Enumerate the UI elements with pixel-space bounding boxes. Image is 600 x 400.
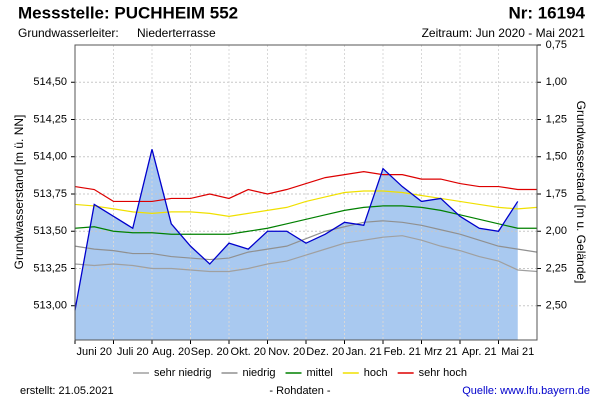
y-tick-label: 513,00 [33,300,67,312]
x-tick-label: Juli 20 [117,346,149,358]
x-tick-label: Apr. 21 [462,346,497,358]
y-tick-label: 513,25 [33,262,67,274]
data-note: - Rohdaten - [269,385,330,397]
aquifer-label: Grundwasserleiter: [18,26,119,40]
y2-tick-label: 0,75 [546,39,567,51]
y2-tick-label: 1,25 [546,113,567,125]
measured-area [75,149,518,340]
measured-line [74,149,519,311]
y2-axis-label: Grundwasserstand [m u. Gelände] [574,101,588,284]
reference-line [74,171,537,203]
y2-tick-label: 2,50 [546,300,567,312]
y-tick-label: 513,75 [33,188,67,200]
y-tick-label: 514,25 [33,113,67,125]
aquifer: Niederterrasse [137,26,216,40]
x-tick-label: Mrz 21 [424,346,458,358]
x-tick-label: Sep. 20 [191,346,229,358]
station-number: Nr: 16194 [508,3,585,22]
legend-label: niedrig [242,367,275,379]
plot-frame [74,44,538,341]
y2-tick-label: 1,00 [546,76,567,88]
x-tick-label: Aug. 20 [152,346,190,358]
y-tick-label: 514,00 [33,151,67,163]
x-tick-label: Feb. 21 [384,346,421,358]
chart-title: Messstelle: PUCHHEIM 552 [18,3,238,22]
x-tick-label: Mai 21 [501,346,534,358]
y2-tick-label: 1,50 [546,151,567,163]
legend-label: hoch [364,367,388,379]
legend-label: sehr niedrig [154,367,211,379]
x-tick-label: Jan. 21 [346,346,382,358]
created-date: erstellt: 21.05.2021 [20,385,114,397]
legend-label: mittel [307,367,333,379]
x-tick-label: Okt. 20 [231,346,266,358]
x-tick-label: Juni 20 [77,346,112,358]
reference-line [74,235,538,273]
x-tick-label: Nov. 20 [268,346,305,358]
y2-tick-label: 1,75 [546,188,567,200]
y2-tick-label: 2,00 [546,225,567,237]
y-axis-label: Grundwasserstand [m ü. NN] [12,115,26,270]
y-tick-label: 513,50 [33,225,67,237]
y2-tick-label: 2,25 [546,262,567,274]
reference-line [74,190,538,217]
legend-label: sehr hoch [419,367,467,379]
y-tick-label: 514,50 [33,76,67,88]
period: Zeitraum: Jun 2020 - Mai 2021 [422,26,586,40]
reference-line [74,205,537,235]
source-link[interactable]: Quelle: www.lfu.bayern.de [462,385,590,397]
reference-line [74,220,538,261]
x-tick-label: Dez. 20 [306,346,344,358]
